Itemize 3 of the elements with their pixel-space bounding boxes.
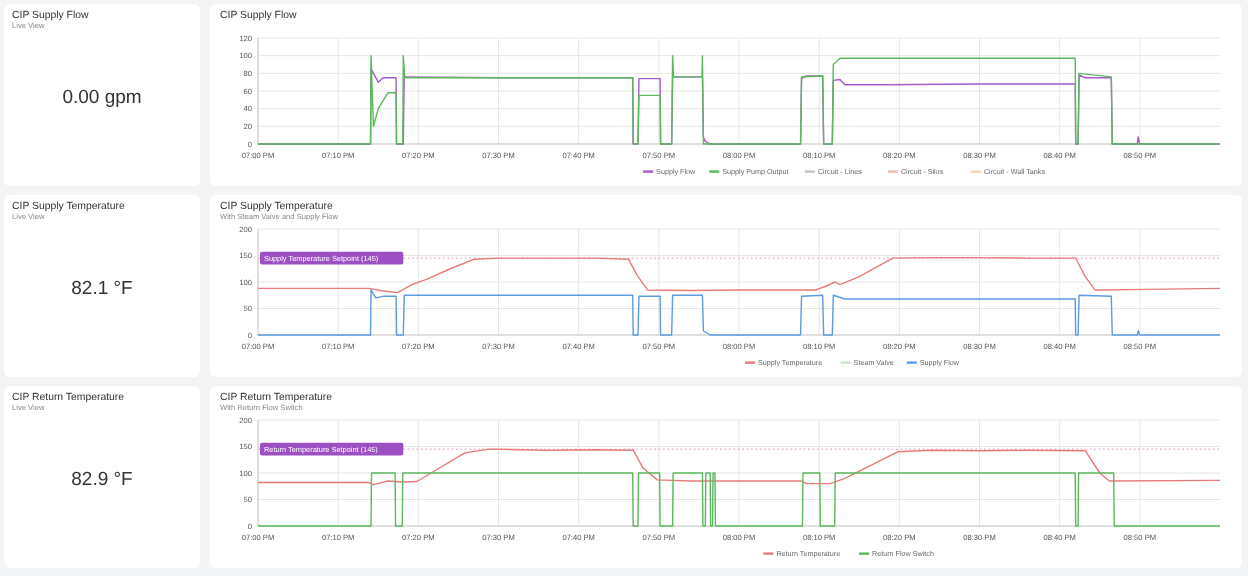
text: 0.00 gpm [62, 87, 142, 109]
text: 82.1 °F [71, 278, 134, 300]
text: 82.9 °F [71, 469, 134, 491]
